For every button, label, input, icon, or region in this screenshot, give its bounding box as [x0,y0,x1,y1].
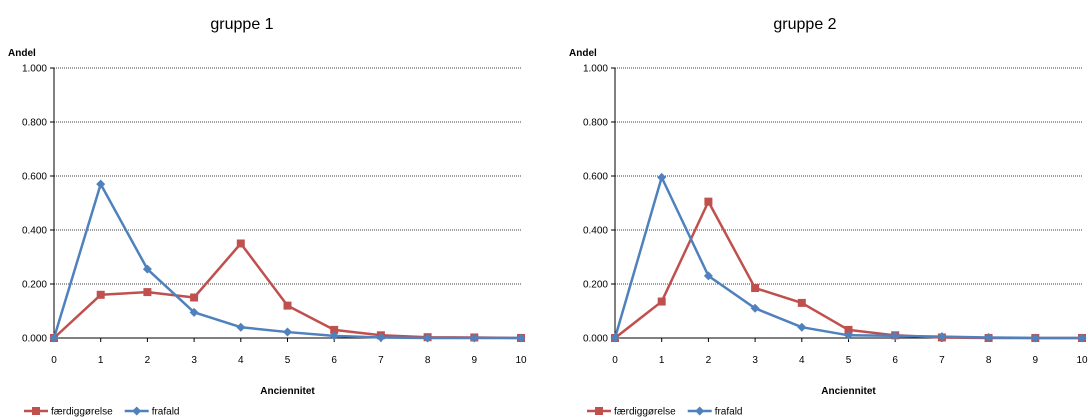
y-tick-label: 0.400 [583,226,608,237]
data-point-diamond [423,333,433,343]
legend-label: færdiggørelse [51,407,113,418]
y-tick-label: 1.000 [583,64,608,75]
x-tick-label: 9 [472,355,478,366]
data-point-diamond [703,271,713,281]
data-point-diamond [844,330,853,340]
legend-marker-square [595,407,603,415]
x-tick-label: 5 [285,355,291,366]
data-point-diamond [1030,333,1040,343]
data-point-diamond [797,322,807,332]
data-point-diamond [236,322,246,332]
x-tick-label: 6 [331,355,337,366]
data-point-square [330,325,339,334]
legend-marker-square [32,407,40,415]
data-point-diamond [96,179,106,189]
data-point-square [236,239,245,248]
x-tick-label: 0 [51,355,57,366]
data-point-diamond [890,331,900,341]
data-point-diamond [657,172,667,182]
y-tick-label: 0.600 [22,172,47,183]
y-tick-label: 0.600 [583,172,608,183]
y-tick-label: 0.000 [583,334,608,345]
x-axis-title: Anciennitet [821,386,876,397]
data-point-square [657,297,666,306]
x-tick-label: 1 [659,355,665,366]
y-tick-label: 0.400 [22,226,47,237]
x-tick-label: 7 [378,355,384,366]
chart-panel-2: gruppe 2 Andel 0.000 0.200 0.400 0.600 0.800 1.… [569,16,1088,418]
y-tick-label: 0.200 [22,280,47,291]
data-point-square [844,325,853,334]
data-point-square [190,293,199,302]
data-point-diamond [189,307,199,317]
legend-item-1: færdiggørelse [24,407,113,418]
x-axis-title: Anciennitet [260,386,315,397]
legend-item-1: færdiggørelse [587,407,676,418]
data-point-diamond [376,332,386,342]
data-point-square [797,298,806,307]
x-tick-label: 10 [1076,355,1088,366]
data-point-diamond [516,333,526,343]
chart-title: gruppe 2 [773,16,836,33]
data-point-diamond [610,333,620,343]
y-tick-label: 0.800 [583,118,608,129]
x-tick-label: 3 [191,355,197,366]
data-point-diamond [469,333,479,343]
data-point-square [751,284,760,293]
x-tick-label: 9 [1033,355,1039,366]
legend-label: frafald [152,407,180,418]
data-point-square [143,288,152,297]
x-tick-label: 7 [939,355,945,366]
x-tick-label: 3 [752,355,758,366]
data-point-square [96,290,105,299]
y-tick-label: 0.000 [22,334,47,345]
x-tick-label: 1 [98,355,104,366]
chart-panel-1: gruppe 1 Andel 0.000 0.200 0.400 0.600 0.800 1.… [8,16,527,418]
series-line-1 [614,200,1082,340]
x-tick-label: 4 [238,355,244,366]
data-point-diamond [283,327,292,337]
y-axis-title: Andel [8,48,36,59]
x-tick-label: 5 [846,355,852,366]
y-axis-title: Andel [569,48,597,59]
series-line-2 [613,176,1082,340]
y-tick-label: 0.200 [583,280,608,291]
x-tick-label: 6 [892,355,898,366]
y-tick-label: 1.000 [22,64,47,75]
series-line-1 [53,242,522,340]
x-tick-label: 10 [515,355,527,366]
data-point-diamond [984,332,994,342]
data-point-square [283,301,292,310]
data-point-diamond [1077,333,1087,343]
legend-item-2: frafald [687,406,743,418]
series-line-2 [52,182,521,340]
legend-marker-diamond [132,406,142,416]
legend-label: færdiggørelse [614,407,676,418]
x-tick-label: 4 [799,355,805,366]
data-point-diamond [937,332,947,342]
legend-marker-diamond [695,406,705,416]
data-point-diamond [750,303,760,313]
data-point-diamond [49,333,59,343]
legend-item-2: frafald [124,406,180,418]
legend-label: frafald [715,407,743,418]
x-tick-label: 2 [145,355,151,366]
data-point-diamond [142,264,152,274]
x-tick-label: 0 [612,355,618,366]
x-tick-label: 8 [425,355,431,366]
x-tick-label: 8 [986,355,992,366]
y-tick-label: 0.800 [22,118,47,129]
chart-title: gruppe 1 [210,16,273,33]
data-point-diamond [329,331,339,341]
data-point-square [704,197,713,206]
x-tick-label: 2 [706,355,712,366]
